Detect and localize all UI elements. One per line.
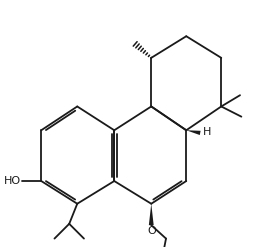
Text: HO: HO — [3, 176, 21, 186]
Text: H: H — [203, 127, 211, 137]
Polygon shape — [186, 130, 201, 135]
Text: O: O — [147, 226, 156, 236]
Polygon shape — [149, 204, 154, 225]
